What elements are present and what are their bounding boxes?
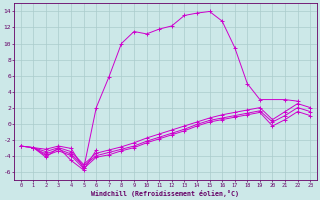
X-axis label: Windchill (Refroidissement éolien,°C): Windchill (Refroidissement éolien,°C) [92, 190, 239, 197]
